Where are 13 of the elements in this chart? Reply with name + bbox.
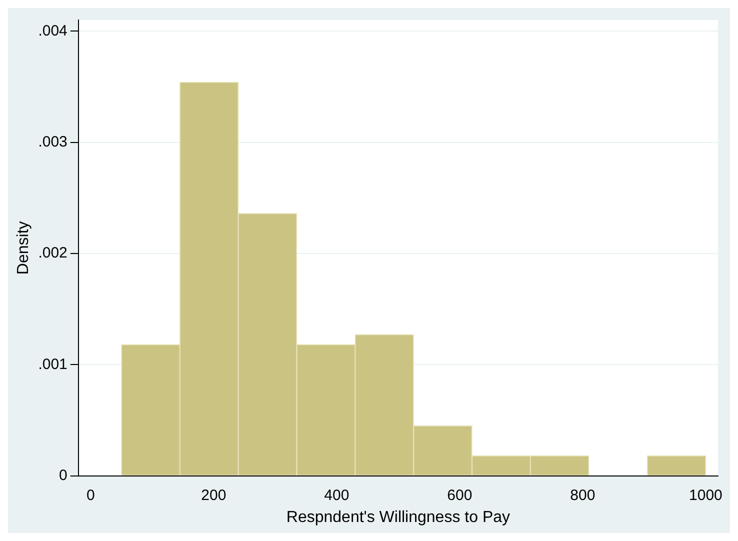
y-tick-label: 0 [59, 466, 68, 484]
y-tick-label: .001 [38, 356, 68, 373]
y-tick-label: .003 [38, 133, 68, 150]
x-tick-label: 600 [447, 486, 472, 504]
y-axis-title: Density [15, 221, 32, 275]
y-tick-label: .004 [38, 22, 68, 40]
x-tick-label: 400 [324, 486, 350, 504]
x-tick-label: 800 [570, 486, 596, 504]
x-tick-label: 0 [86, 486, 95, 504]
x-tick-label: 200 [201, 486, 226, 504]
y-tick-label: .002 [38, 244, 68, 262]
x-axis-title: Respndent's Willingness to Pay [286, 508, 510, 526]
x-tick-label: 1000 [689, 486, 722, 504]
